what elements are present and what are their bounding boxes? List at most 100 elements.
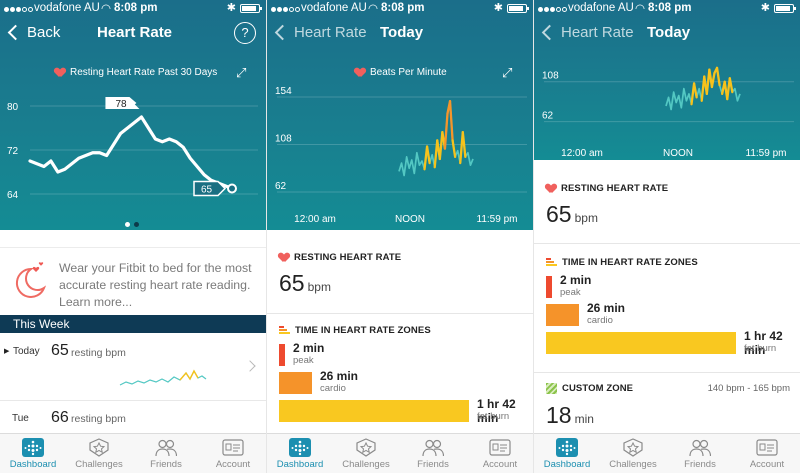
y-tick-label: 62 (542, 111, 554, 122)
header-background (267, 0, 533, 230)
x-tick-label: NOON (395, 214, 425, 225)
page-title: Today (380, 24, 424, 41)
zones-label: TIME IN HEART RATE ZONES (279, 325, 431, 336)
page-dot-active (125, 222, 130, 227)
friends-icon (422, 439, 444, 457)
custom-zone-label-text: CUSTOM ZONE (562, 383, 634, 394)
account-card-icon (756, 439, 778, 456)
day-sparkline (119, 369, 207, 386)
today-screen: vodafone AU ◠ 8:08 pm ✱ Heart Rate Today… (267, 0, 533, 473)
bpm-chart-collapsed[interactable]: 108 62 12:00 am NOON 11:59 pm (534, 0, 800, 160)
page-dot (134, 222, 139, 227)
resting-hr-line (28, 115, 234, 191)
zones-icon (546, 258, 557, 267)
header-background (534, 0, 800, 160)
expand-icon[interactable]: ⤢ (236, 65, 247, 80)
zone-name: peak (560, 287, 581, 298)
zones-icon (279, 326, 290, 335)
carrier-label: vodafone AU (568, 2, 634, 14)
zone-bar-peak (279, 344, 285, 366)
screen-divider (266, 0, 267, 473)
section-gap (0, 230, 266, 247)
custom-zone-label: CUSTOM ZONE (546, 383, 633, 394)
tab-dashboard[interactable]: Dashboard (0, 438, 66, 470)
dashboard-icon (556, 438, 578, 457)
chart-title: Beats Per Minute (355, 67, 447, 78)
tab-account[interactable]: Account (200, 438, 266, 470)
account-card-icon (489, 439, 511, 456)
hr-segment-fat-burn (451, 139, 457, 159)
tab-dashboard[interactable]: Dashboard (534, 438, 600, 470)
zone-name: fat burn (477, 411, 510, 422)
tab-label: Friends (417, 459, 449, 470)
carrier-label: vodafone AU (301, 2, 367, 14)
zone-time: 26 min (587, 301, 626, 315)
tab-bar: Dashboard Challenges Friends Account (0, 433, 266, 473)
tab-friends[interactable]: Friends (133, 438, 199, 470)
heart-rate-screen: vodafone AU ◠ 8:08 pm ✱ Back Heart Rate … (0, 0, 266, 473)
bpm-chart[interactable]: 154 108 62 12:00 am NOON 11:59 pm (267, 0, 533, 230)
zone-time: 1 hr 42 min (477, 397, 516, 425)
resting-hr-chart[interactable]: 80 72 64 78 65 (0, 0, 266, 230)
custom-zone-unit: min (574, 412, 594, 426)
tab-label: Friends (150, 459, 182, 470)
zone-name: peak (293, 355, 314, 366)
battery-icon (774, 4, 796, 13)
tab-dashboard[interactable]: Dashboard (267, 438, 333, 470)
tab-account[interactable]: Account (467, 438, 533, 470)
help-button[interactable]: ? (234, 22, 256, 44)
star-badge-icon (356, 438, 376, 457)
bluetooth-icon: ✱ (226, 2, 236, 14)
zone-time: 1 hr 42 min (744, 329, 783, 357)
page-title: Heart Rate (97, 24, 173, 41)
back-button[interactable]: Heart Rate (540, 24, 634, 41)
dashboard-icon (289, 438, 311, 457)
separator (267, 313, 533, 314)
tab-account[interactable]: Account (734, 438, 800, 470)
signal-icon (271, 3, 301, 15)
zone-time: 2 min (560, 273, 592, 287)
day-value: 66 (51, 409, 69, 426)
hr-segment-fat-burn (692, 82, 698, 99)
tab-friends[interactable]: Friends (667, 438, 733, 470)
moon-hearts-icon (15, 262, 47, 298)
today-scrolled-screen: vodafone AU ◠ 8:08 pm ✱ Heart Rate Today… (534, 0, 800, 473)
y-tick-label: 108 (275, 134, 292, 145)
tab-bar: Dashboard Challenges Friends Account (534, 433, 800, 473)
wifi-icon: ◠ (101, 3, 112, 15)
wifi-icon: ◠ (635, 3, 646, 15)
tab-challenges[interactable]: Challenges (66, 438, 132, 470)
tab-label: Challenges (342, 459, 390, 470)
sleep-tip-text: Wear your Fitbit to bed for the most acc… (59, 261, 252, 309)
battery-icon (240, 4, 262, 13)
week-header: This Week (0, 315, 266, 333)
tab-friends[interactable]: Friends (400, 438, 466, 470)
hr-segment-cardio (443, 112, 449, 150)
tab-label: Challenges (75, 459, 123, 470)
day-label: Today (13, 346, 40, 357)
page-indicator[interactable] (125, 214, 143, 232)
resting-hr-value: 65 bpm (279, 270, 331, 297)
hr-segment-cardio (448, 99, 454, 142)
selected-pointer-icon: ▶ (4, 348, 10, 355)
day-row-today[interactable]: ▶ Today 65 resting bpm (0, 333, 266, 401)
expand-icon[interactable]: ⤢ (502, 65, 513, 80)
zone-bar-fat-burn (546, 332, 736, 354)
tab-challenges[interactable]: Challenges (333, 438, 399, 470)
heart-icon (546, 184, 556, 193)
nav-bar: Heart Rate Today (534, 18, 800, 52)
star-badge-icon (89, 438, 109, 457)
clock: 8:08 pm (648, 2, 692, 14)
back-button[interactable]: Heart Rate (273, 24, 367, 41)
tab-challenges[interactable]: Challenges (600, 438, 666, 470)
peak-callout-box (105, 97, 140, 109)
hr-segment-fat-burn (425, 145, 431, 165)
sleep-tip[interactable]: Wear your Fitbit to bed for the most acc… (0, 247, 266, 315)
star-badge-icon (623, 438, 643, 457)
peak-callout-label: 78 (115, 99, 127, 110)
tab-label: Dashboard (276, 459, 324, 470)
separator (534, 243, 800, 244)
back-button[interactable]: Back (6, 24, 60, 41)
hr-segment-fat-burn (715, 66, 721, 87)
screen-divider (533, 0, 534, 473)
